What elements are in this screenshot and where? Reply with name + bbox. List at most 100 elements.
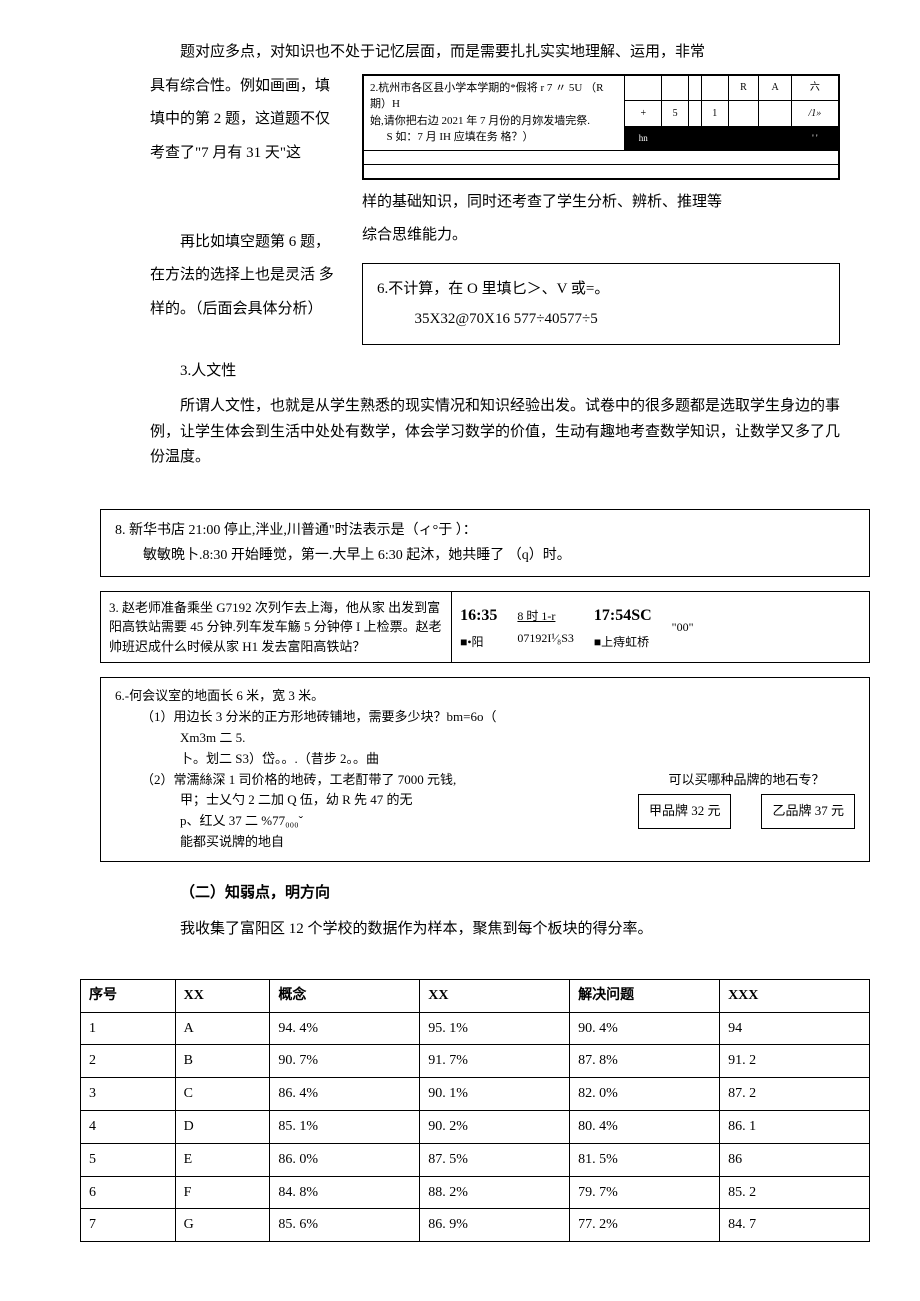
train-arrive-time: 17:54SC xyxy=(594,602,652,629)
meeting-p2-l3: p、红乂 37 二 %77₀₀₀ˇ xyxy=(141,811,622,832)
intro-line-3: 填中的第 2 题，这道题不仅 xyxy=(150,107,350,133)
table-cell: 85. 2 xyxy=(720,1176,870,1209)
th-5: XXX xyxy=(720,979,870,1012)
train-number: 07192I¹⁄₈S3 xyxy=(517,628,573,648)
question-6-meeting-box: 6.-何会议室的地面长 6 米，宽 3 米。 （1）用边长 3 分米的正方形地砖… xyxy=(100,677,870,861)
table-cell: 91. 2 xyxy=(720,1045,870,1078)
table-cell: 90. 7% xyxy=(270,1045,420,1078)
table-cell: 84. 8% xyxy=(270,1176,420,1209)
table-cell: 86. 1 xyxy=(720,1110,870,1143)
table-cell: 90. 1% xyxy=(420,1078,570,1111)
table-cell: C xyxy=(175,1078,270,1111)
table-cell: 86. 4% xyxy=(270,1078,420,1111)
table-cell: 6 xyxy=(81,1176,176,1209)
table-cell: 87. 2 xyxy=(720,1078,870,1111)
table-row: 7G85. 6%86. 9%77. 2%84. 7 xyxy=(81,1209,870,1242)
table-row: 5E86. 0%87. 5%81. 5%86 xyxy=(81,1143,870,1176)
table-cell: 86 xyxy=(720,1143,870,1176)
table-row: 6F84. 8%88. 2%79. 7%85. 2 xyxy=(81,1176,870,1209)
table-row: 4D85. 1%90. 2%80. 4%86. 1 xyxy=(81,1110,870,1143)
cal-header-6: 六 xyxy=(791,75,838,101)
table-cell: 2 xyxy=(81,1045,176,1078)
table-cell: 79. 7% xyxy=(570,1176,720,1209)
table-cell: 85. 6% xyxy=(270,1209,420,1242)
q8-line2: 敏敏晩卜.8:30 开始睡觉，第一.大早上 6:30 起沐，她共睡了 （q）时。 xyxy=(115,543,855,568)
table-cell: E xyxy=(175,1143,270,1176)
calendar-q-line2: 始,请你把右边 2021 年 7 月份的月妳发墙完祭. xyxy=(370,113,618,130)
cal-r3-marks: ' ' xyxy=(791,127,838,150)
table-row: 1A94. 4%95. 1%90. 4%94 xyxy=(81,1012,870,1045)
cal-header-2 xyxy=(688,75,701,101)
table-cell: B xyxy=(175,1045,270,1078)
intro-paragraph-1: 题对应多点，对知识也不处于记忆层面，而是需要扎扎实实地理解、运用，非常 xyxy=(150,40,840,66)
meeting-p1-l1: （1）用边长 3 分米的正方形地砖铺地，需要多少块？bm=6o（ xyxy=(141,707,855,728)
cal-header-4: R xyxy=(728,75,759,101)
table-cell: 3 xyxy=(81,1078,176,1111)
th-0: 序号 xyxy=(81,979,176,1012)
table-cell: 86. 0% xyxy=(270,1143,420,1176)
cal-r2-0: + xyxy=(625,101,662,127)
intro-line-2: 具有综合性。例如画画，填 xyxy=(150,74,350,100)
cal-r2-5 xyxy=(759,101,791,127)
cal-r2-4 xyxy=(728,101,759,127)
table-cell: 86. 9% xyxy=(420,1209,570,1242)
mid-left-3: 样的。（后面会具体分析） xyxy=(150,297,350,323)
meeting-p1-l3: 卜。划二 S3）岱。。.（昔步 2。。曲 xyxy=(141,749,855,770)
section-3-para: 所谓人文性，也就是从学生熟悉的现实情况和知识经验出发。试卷中的很多题都是选取学生… xyxy=(150,394,840,471)
cal-empty-row-2 xyxy=(364,164,839,178)
cal-header-1 xyxy=(662,75,688,101)
table-cell: 87. 8% xyxy=(570,1045,720,1078)
cal-black-mid xyxy=(662,127,792,150)
cal-r2-1: 5 xyxy=(662,101,688,127)
table-cell: 82. 0% xyxy=(570,1078,720,1111)
meeting-p2-l1: （2）常濡絲深 1 司价格的地砖，工老酊带了 7000 元钱, xyxy=(141,770,622,791)
train-depart-station: ■•阳 xyxy=(460,632,497,652)
middle-row: 再比如填空题第 6 题， 在方法的选择上也是灵活 多 样的。（后面会具体分析） … xyxy=(150,190,840,345)
cal-header-5: A xyxy=(759,75,791,101)
table-cell: D xyxy=(175,1110,270,1143)
table-cell: F xyxy=(175,1176,270,1209)
mid-left-1: 再比如填空题第 6 题， xyxy=(150,230,350,256)
train-question-text: 3. 赵老师准备乘坐 G7192 次列乍去上海，他从家 出发到富阳高铁站需要 4… xyxy=(101,592,452,663)
brand-b-box: 乙品牌 37 元 xyxy=(761,794,855,829)
meeting-title: 6.-何会议室的地面长 6 米，宽 3 米。 xyxy=(115,686,855,707)
train-extra: "00" xyxy=(672,617,694,637)
mid-left-2: 在方法的选择上也是灵活 多 xyxy=(150,263,350,289)
table-cell: 94. 4% xyxy=(270,1012,420,1045)
heading-2: （二）知弱点，明方向 xyxy=(150,880,840,906)
train-ticket-info: 16:35 ■•阳 8 时 1-r 07192I¹⁄₈S3 17:54SC ■上… xyxy=(452,592,869,663)
cal-header-3 xyxy=(702,75,728,101)
th-2: 概念 xyxy=(270,979,420,1012)
table-cell: 7 xyxy=(81,1209,176,1242)
section-3-title: 3.人文性 xyxy=(150,359,840,385)
train-arrive-station: ■上痔虹桥 xyxy=(594,632,652,652)
table-body: 1A94. 4%95. 1%90. 4%942B90. 7%91. 7%87. … xyxy=(81,1012,870,1242)
table-cell: 90. 2% xyxy=(420,1110,570,1143)
th-4: 解决问题 xyxy=(570,979,720,1012)
table-cell: 80. 4% xyxy=(570,1110,720,1143)
q6-line2: 35X32@70X16 577÷40577÷5 xyxy=(377,304,825,334)
calendar-question-row: 具有综合性。例如画画，填 填中的第 2 题，这道题不仅 考查了"7 月有 31 … xyxy=(150,74,840,180)
calendar-question-box: 2.杭州市各区县小学本学期的*假将 r 7 〃 5U （R 期）H 始,请你把右… xyxy=(362,74,840,180)
table-cell: 94 xyxy=(720,1012,870,1045)
brand-question: 可以买哪种品牌的地石专？ xyxy=(638,770,855,791)
table-cell: 90. 4% xyxy=(570,1012,720,1045)
q8-line1: 8. 新华书店 21:00 停止,泮业,川普通"时法表示是（ィ°于 ）： xyxy=(115,518,855,543)
meeting-p2-l2: 甲；士乂勺 2 二加 Q 伍，幼 R 先 47 的无 xyxy=(141,790,622,811)
table-cell: 91. 7% xyxy=(420,1045,570,1078)
table-cell: 1 xyxy=(81,1012,176,1045)
table-cell: 4 xyxy=(81,1110,176,1143)
table-cell: 85. 1% xyxy=(270,1110,420,1143)
cal-r2-2 xyxy=(688,101,701,127)
th-1: XX xyxy=(175,979,270,1012)
table-cell: 95. 1% xyxy=(420,1012,570,1045)
brand-a-box: 甲品牌 32 元 xyxy=(638,794,732,829)
train-depart-time: 16:35 xyxy=(460,602,497,629)
question-6-box: 6.不计算，在 O 里填匕＞、V 或=。 35X32@70X16 577÷405… xyxy=(362,263,840,345)
table-row: 3C86. 4%90. 1%82. 0%87. 2 xyxy=(81,1078,870,1111)
mid-right-2: 综合思维能力。 xyxy=(362,223,840,249)
table-cell: 84. 7 xyxy=(720,1209,870,1242)
table-header-row: 序号 XX 概念 XX 解决问题 XXX xyxy=(81,979,870,1012)
meeting-p2-l4: 能都买说牌的地自 xyxy=(141,832,622,853)
table-row: 2B90. 7%91. 7%87. 8%91. 2 xyxy=(81,1045,870,1078)
